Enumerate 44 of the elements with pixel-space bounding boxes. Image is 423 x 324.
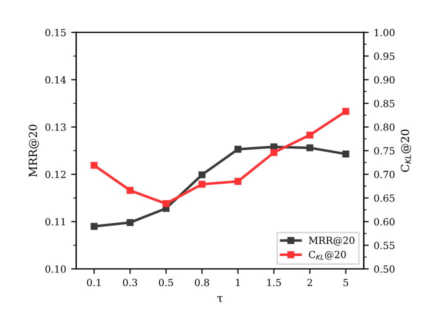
y2-tick-label: 1.00: [374, 28, 395, 36]
point: [306, 144, 314, 152]
y2-tick-label: 0.60: [374, 218, 395, 226]
point: [90, 162, 98, 169]
y2-tick-label: 0.70: [374, 170, 395, 178]
point: [234, 178, 242, 185]
legend-label: MRR@20: [308, 236, 354, 246]
y-axis-title: MRR@20: [28, 124, 39, 177]
x-tick-label: 0.1: [87, 278, 100, 286]
x-axis-title: τ: [217, 296, 223, 302]
point: [342, 108, 350, 115]
y2-tick-label: 0.55: [374, 242, 394, 250]
point: [126, 186, 134, 194]
x-tick-label: 0.5: [158, 278, 174, 286]
point: [126, 219, 134, 226]
y2-tick-label: 0.80: [374, 123, 395, 131]
x-tick-label: 0.3: [122, 278, 138, 286]
y2-tick-label: 0.75: [374, 147, 394, 154]
y-tick-label: 0.12: [45, 170, 66, 178]
point: [162, 200, 170, 208]
point: [198, 171, 206, 178]
point: [342, 150, 350, 158]
x-tick-label: 0.8: [194, 278, 210, 286]
y-tick-label: 0.10: [45, 265, 66, 273]
x-tick-label: 5: [344, 278, 348, 286]
point: [234, 146, 242, 153]
y2-tick-label: 0.85: [374, 100, 394, 108]
y2-tick-label: 0.90: [374, 76, 395, 84]
y2-tick-label: 0.95: [374, 52, 394, 60]
point: [306, 132, 314, 139]
x-tick-label: 1: [236, 278, 240, 286]
x-tick-label: 1.5: [267, 278, 281, 286]
y-tick-label: 0.14: [45, 76, 66, 84]
y2-tick-label: 0.65: [374, 194, 394, 202]
y-tick-label: 0.11: [45, 218, 66, 226]
y-tick-label: 0.13: [45, 123, 66, 131]
y2-tick-label: 0.50: [374, 265, 395, 273]
y2-axis-title: C$_{KL}$@20: [400, 130, 411, 172]
point: [198, 180, 206, 188]
legend-label: C$_{KL}$@20: [308, 250, 346, 260]
x-tick-label: 2: [307, 278, 312, 286]
y-tick-label: 0.15: [45, 28, 66, 36]
point: [90, 222, 98, 230]
point: [270, 149, 278, 156]
